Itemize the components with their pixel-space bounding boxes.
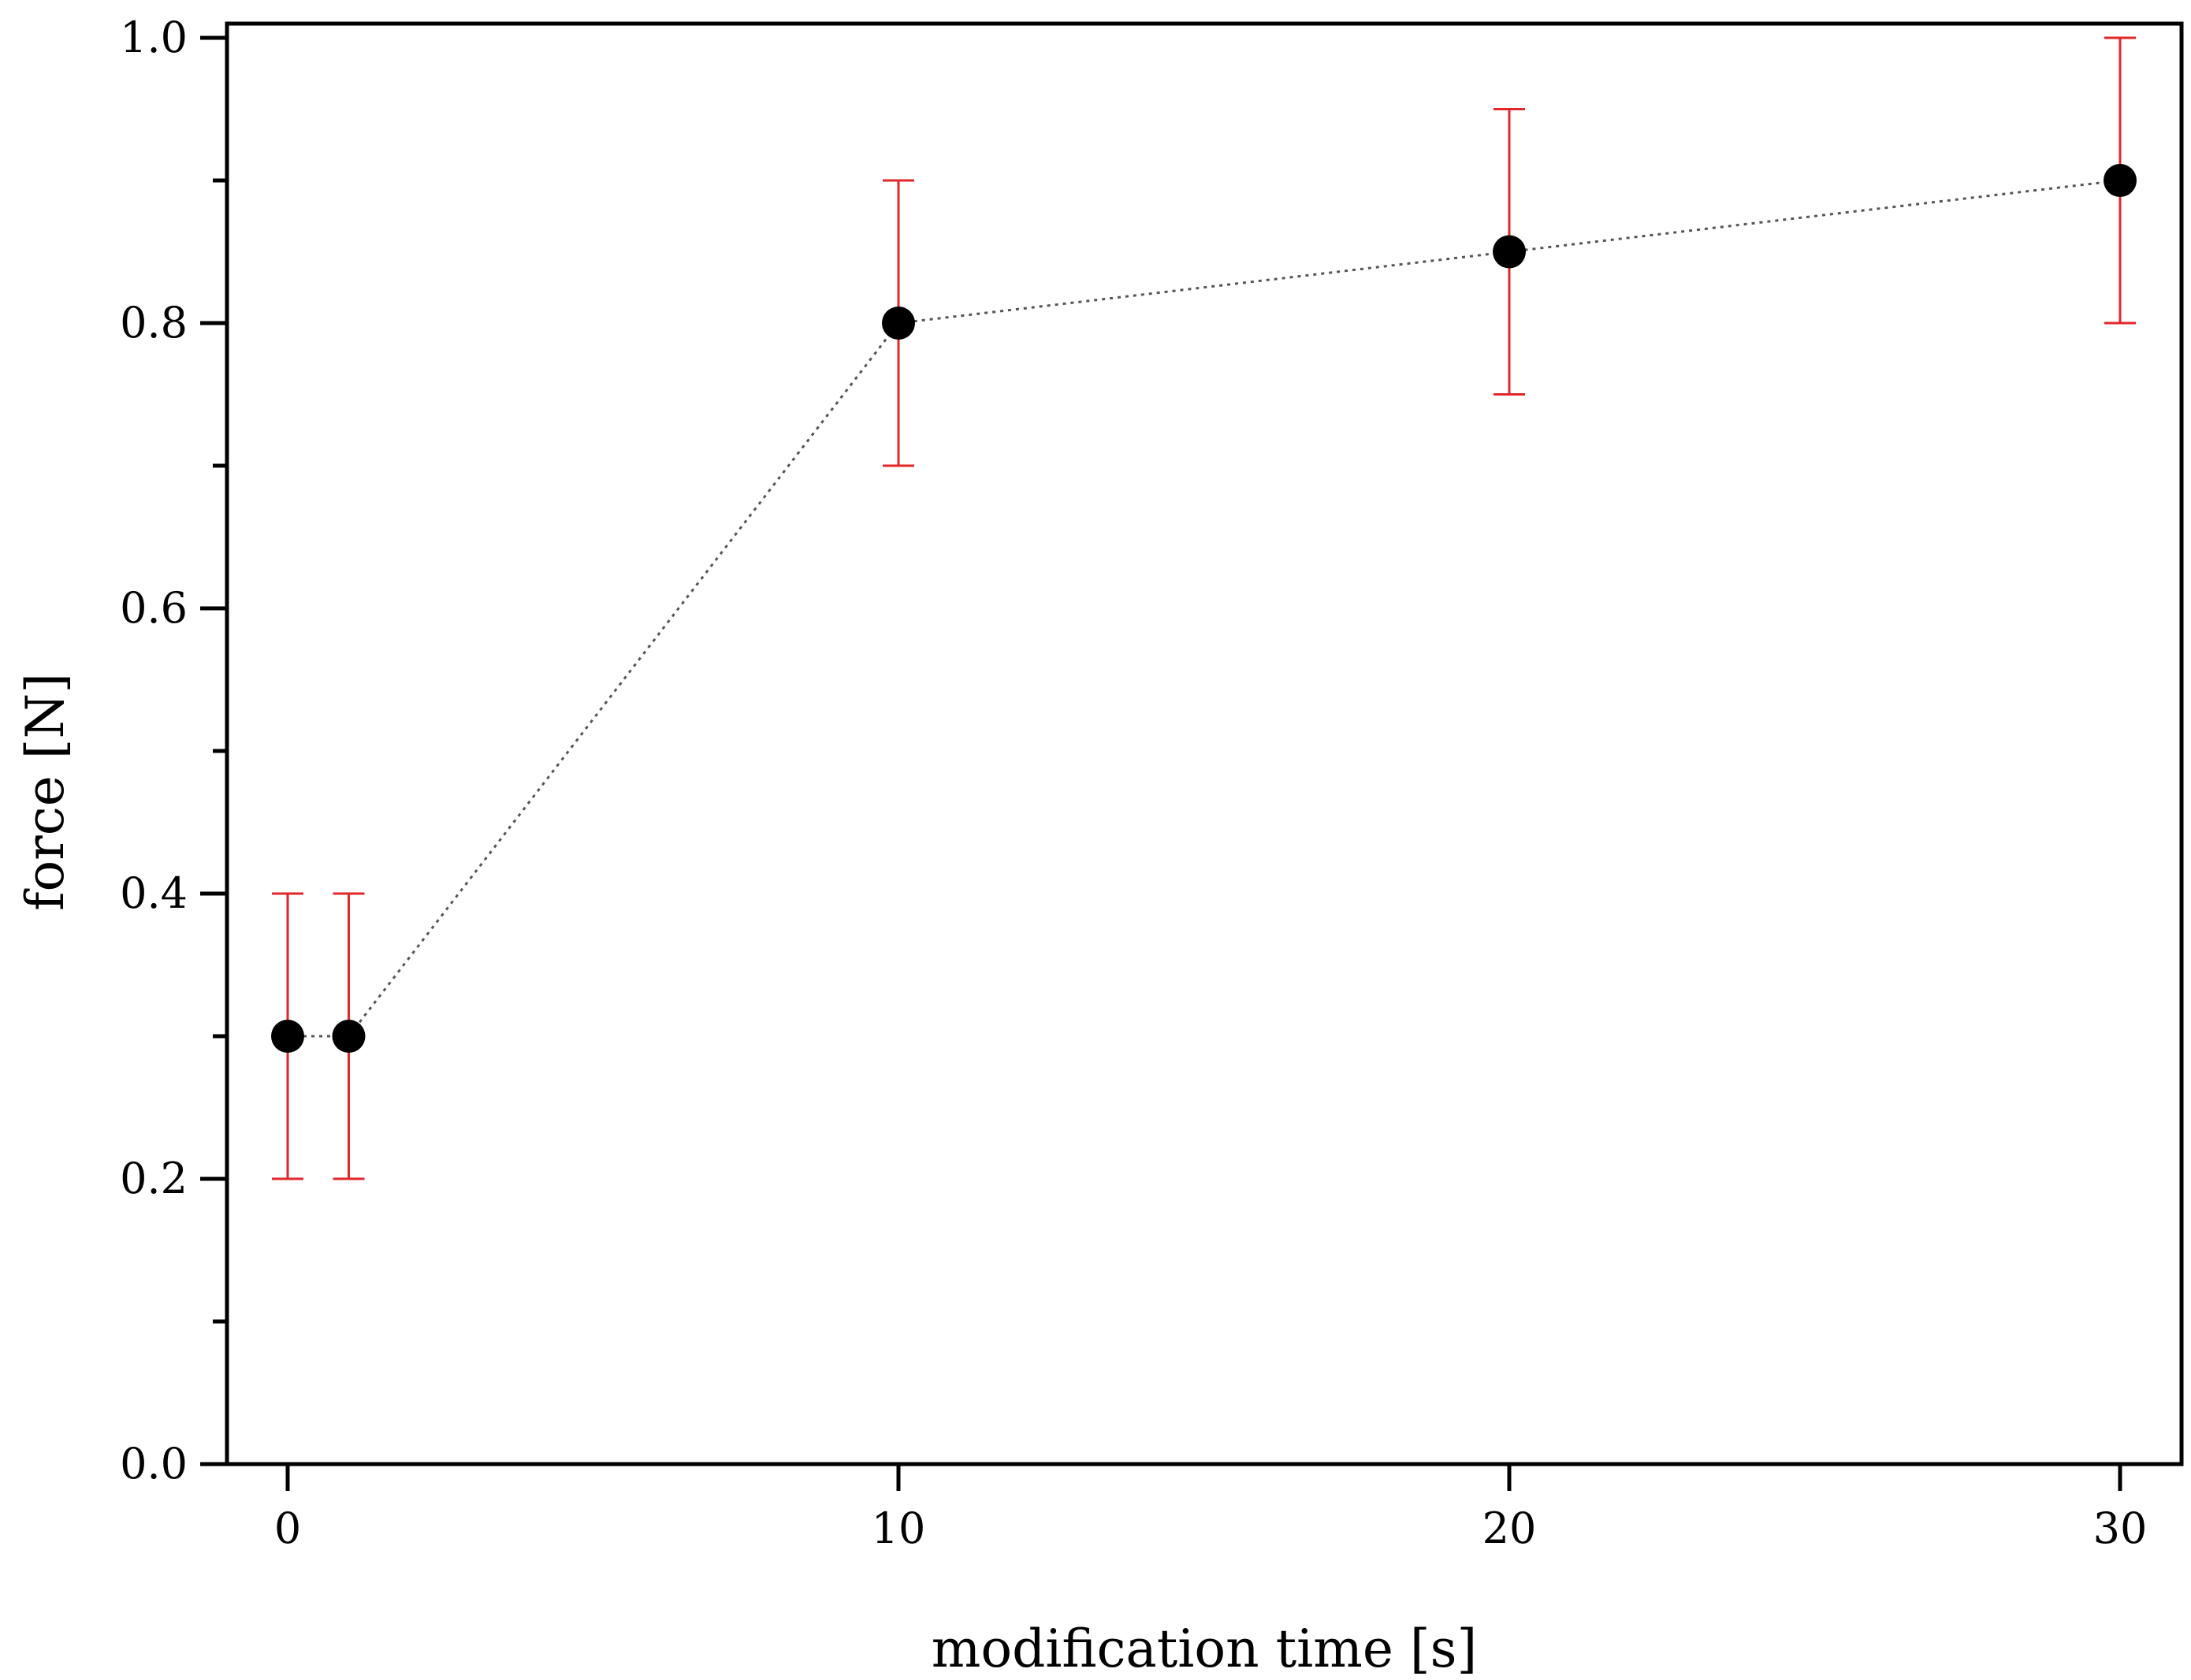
x-tick-label: 10 — [872, 1503, 926, 1553]
y-tick-label: 0.8 — [120, 298, 188, 348]
data-point — [332, 1020, 366, 1053]
x-tick-label: 30 — [2093, 1503, 2148, 1553]
y-axis-title: force [N] — [15, 673, 76, 911]
data-point — [271, 1020, 304, 1053]
x-tick-label: 0 — [274, 1503, 301, 1553]
y-tick-label: 0.2 — [120, 1154, 188, 1203]
error-bars — [272, 36, 2136, 1180]
data-point — [2104, 164, 2137, 197]
data-points — [271, 164, 2137, 1053]
x-axis-title: modification time [s] — [932, 1619, 1477, 1679]
y-tick-label: 0.4 — [120, 868, 188, 918]
y-tick-label: 0.0 — [120, 1439, 188, 1489]
plot-frame — [225, 21, 2184, 1466]
connecting-line — [288, 179, 2121, 1038]
y-axis: 0.0 0.2 0.4 0.6 0.8 1.0 — [120, 13, 227, 1489]
data-point — [1493, 235, 1526, 269]
y-tick-label: 0.6 — [120, 583, 188, 633]
x-tick-label: 20 — [1482, 1503, 1537, 1553]
series-line — [288, 179, 2121, 1038]
data-point — [882, 307, 915, 340]
x-axis: 0 10 20 30 — [274, 1464, 2148, 1553]
y-tick-label: 1.0 — [120, 13, 188, 62]
